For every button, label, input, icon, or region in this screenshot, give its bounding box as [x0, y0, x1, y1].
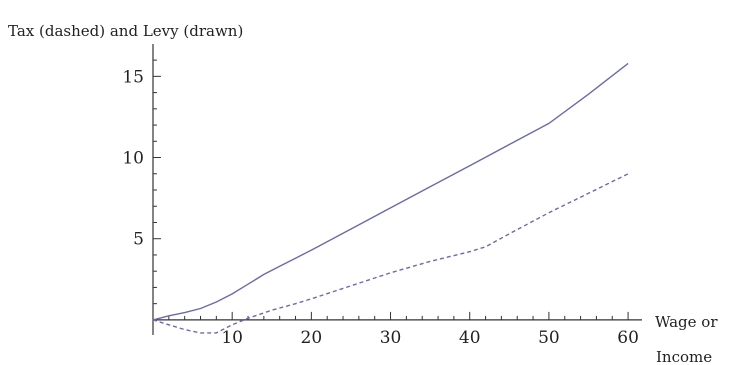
- y-tick-label: 5: [133, 230, 144, 250]
- x-tick-label: 20: [301, 328, 323, 348]
- x-tick-label: 30: [380, 328, 402, 348]
- y-tick-label: 10: [122, 149, 144, 169]
- series-group: [152, 62, 629, 334]
- levy-series-line: [152, 62, 629, 321]
- chart-title: Tax (dashed) and Levy (drawn): [8, 22, 243, 40]
- x-axis-label-line-1: Wage or: [655, 313, 718, 331]
- x-axis-label-line-2: Income: [656, 348, 712, 365]
- x-tick-label: 40: [459, 328, 481, 348]
- y-tick-label: 15: [122, 67, 144, 87]
- x-tick-label: 10: [221, 328, 243, 348]
- tax-series-line: [152, 173, 629, 334]
- axes: 10 20 30 40 50 60 5 10 15: [122, 44, 642, 348]
- x-tick-label: 50: [538, 328, 560, 348]
- x-tick-label: 60: [617, 328, 639, 348]
